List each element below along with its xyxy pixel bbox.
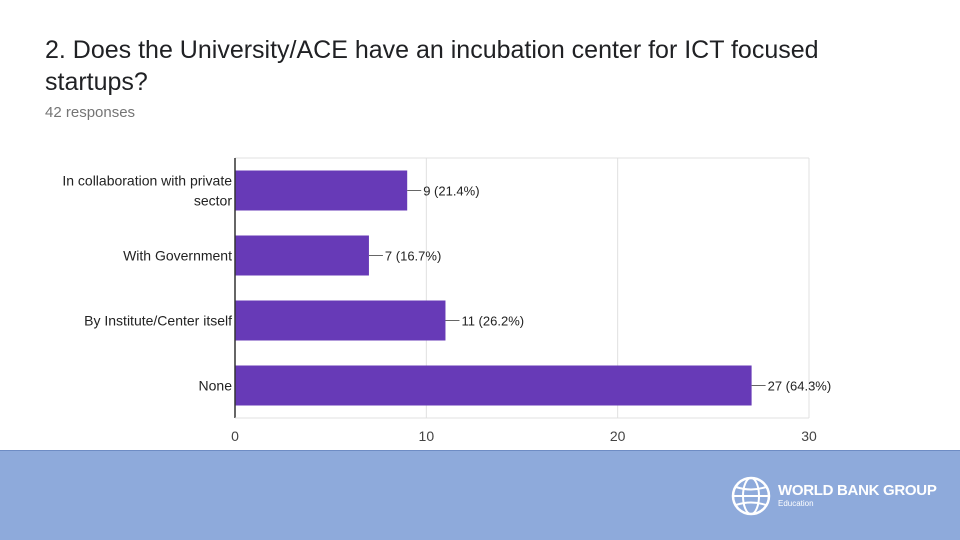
bar bbox=[235, 170, 408, 211]
bar bbox=[235, 365, 752, 406]
data-label: 9 (21.4%) bbox=[423, 184, 479, 199]
logo-subtitle: Education bbox=[778, 499, 814, 508]
category-label: By Institute/Center itself bbox=[84, 313, 232, 329]
category-label-line: By Institute/Center itself bbox=[84, 313, 232, 329]
category-label: With Government bbox=[123, 248, 232, 264]
data-label: 7 (16.7%) bbox=[385, 249, 441, 264]
category-label-line: sector bbox=[194, 193, 232, 209]
category-label-line: None bbox=[199, 378, 233, 394]
bar-chart: 0 10 20 30 9 (21.4%) In collaboration with pr… bbox=[62, 157, 832, 444]
data-label: 27 (64.3%) bbox=[768, 379, 832, 394]
x-tick-label: 30 bbox=[801, 428, 817, 444]
bar bbox=[235, 300, 446, 341]
bar bbox=[235, 235, 369, 276]
page-title: 2. Does the University/ACE have an incub… bbox=[45, 36, 819, 96]
logo-name: WORLD BANK GROUP bbox=[778, 482, 937, 499]
response-count: 42 responses bbox=[45, 104, 136, 121]
world-bank-logo: WORLD BANK GROUP Education bbox=[730, 476, 937, 516]
x-tick-label: 10 bbox=[419, 428, 435, 444]
data-label: 11 (26.2%) bbox=[461, 314, 524, 329]
globe-icon bbox=[731, 476, 771, 516]
x-tick-label: 0 bbox=[231, 428, 239, 444]
category-label-line: In collaboration with private bbox=[62, 173, 232, 189]
x-tick-label: 20 bbox=[610, 428, 626, 444]
category-label: None bbox=[199, 378, 233, 394]
category-label: In collaboration with private sector bbox=[62, 173, 232, 209]
footer-band bbox=[0, 450, 960, 540]
category-label-line: With Government bbox=[123, 248, 232, 264]
